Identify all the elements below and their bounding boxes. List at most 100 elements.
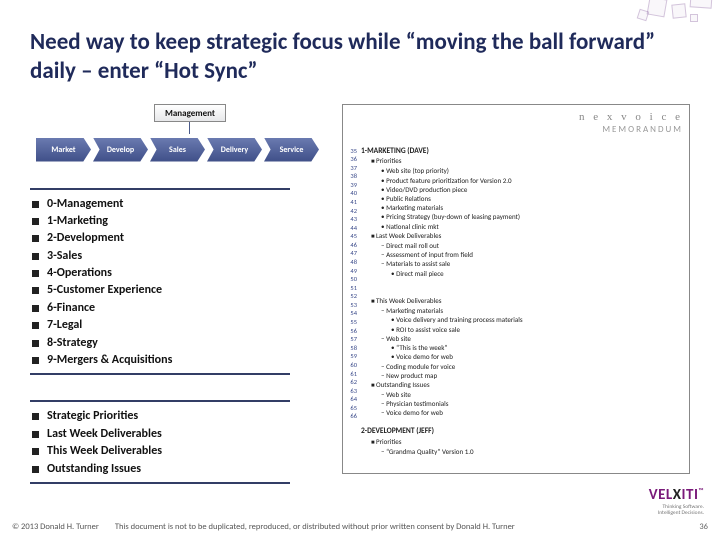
left-column: Management MarketDevelopSalesDeliverySer… [30,104,330,474]
category-item: 5-Customer Experience [32,282,330,299]
flowchart-step: Market [36,138,91,162]
memo-line: Priorities [361,156,523,166]
memo-line [361,418,523,427]
category-label: 7-Legal [47,317,82,334]
bullet-icon [32,201,39,208]
category-item: 6-Finance [32,300,330,317]
focus-label: This Week Deliverables [47,443,162,460]
memo-line: Web site [361,390,523,399]
brand-name: VELXITI™ [649,486,704,504]
bullet-icon [32,466,39,473]
memo-line: Materials to assist sale [361,259,523,268]
bullet-icon [32,235,39,242]
memo-line: Marketing materials [361,306,523,315]
memo-heading: MEMORANDUM [353,124,683,135]
category-item: 4-Operations [32,265,330,282]
category-label: 3-Sales [47,248,82,265]
category-label: 9-Mergers & Acquisitions [47,352,172,369]
memo-line: New product map [361,371,523,380]
memo-line: Video/DVD production piece [361,185,523,194]
memo-line: Product feature prioritization for Versi… [361,176,523,185]
memo-panel: n e x v o i c e MEMORANDUM 35 36 37 38 3… [342,104,690,474]
flowchart-step: Delivery [207,138,262,162]
memo-line: Web site (top priority) [361,166,523,175]
corner-decoration [616,0,720,24]
category-label: 6-Finance [47,300,95,317]
divider [30,188,290,190]
category-label: 4-Operations [47,265,112,282]
memo-line: Web site [361,334,523,343]
focus-item: This Week Deliverables [32,443,330,460]
brand-logo: VELXITI™ Thinking Software. Intelligent … [649,486,704,516]
flowchart-step: Develop [93,138,148,162]
bullet-icon [32,357,39,364]
memo-line: Direct mail roll out [361,241,523,250]
memo-line: Physician testimonials [361,399,523,408]
memo-line: ROI to assist voice sale [361,325,523,334]
bullet-icon [32,448,39,455]
category-label: 8-Strategy [47,335,98,352]
category-label: 0-Management [47,196,123,213]
category-item: 3-Sales [32,248,330,265]
memo-line: Priorities [361,437,523,447]
memo-line: National clinic mkt [361,222,523,231]
memo-line: Pricing Strategy (buy-down of leasing pa… [361,212,523,221]
divider [30,373,290,375]
memo-line: Voice demo for web [361,352,523,361]
memo-line: 1-MARKETING (DAVE) [361,147,523,157]
memo-line: “Grandma Quality” Version 1.0 [361,447,523,456]
memo-line: Voice demo for web [361,408,523,417]
focus-item: Strategic Priorities [32,408,330,425]
memo-line [361,278,523,287]
memo-line: “This is the week” [361,343,523,352]
memo-line: Coding module for voice [361,362,523,371]
bullet-icon [32,431,39,438]
flowchart-top-box: Management [154,104,226,122]
slide-title: Need way to keep strategic focus while “… [30,28,690,86]
disclaimer: This document is not to be duplicated, r… [99,522,700,532]
memo-line: Outstanding Issues [361,380,523,390]
memo-logo: n e x v o i c e [353,111,683,123]
category-label: 5-Customer Experience [47,282,162,299]
category-item: 1-Marketing [32,213,330,230]
category-label: 1-Marketing [47,213,108,230]
page-number: 36 [699,522,708,532]
bullet-icon [32,340,39,347]
memo-line: Direct mail piece [361,269,523,278]
divider [30,400,290,402]
brand-x: X [673,486,682,504]
divider [30,482,290,484]
category-list: 0-Management1-Marketing2-Development3-Sa… [32,196,330,370]
memo-line: Public Relations [361,194,523,203]
flowchart-step: Sales [150,138,205,162]
category-label: 2-Development [47,230,124,247]
flowchart-connector [189,122,190,134]
content-row: Management MarketDevelopSalesDeliverySer… [30,104,690,474]
memo-line: This Week Deliverables [361,296,523,306]
memo-line: Assessment of input from field [361,250,523,259]
flowchart: Management MarketDevelopSalesDeliverySer… [36,104,330,174]
memo-line [361,287,523,296]
memo-line: Last Week Deliverables [361,231,523,241]
footer: © 2013 Donald H. Turner This document is… [0,522,720,532]
bullet-icon [32,287,39,294]
memo-line: 2-DEVELOPMENT (JEFF) [361,427,523,437]
focus-label: Outstanding Issues [47,461,141,478]
memo-line: Voice delivery and training process mate… [361,315,523,324]
brand-post: ITI [682,486,699,504]
bullet-icon [32,322,39,329]
focus-list: Strategic PrioritiesLast Week Deliverabl… [32,408,330,478]
focus-item: Outstanding Issues [32,461,330,478]
category-item: 9-Mergers & Acquisitions [32,352,330,369]
category-item: 2-Development [32,230,330,247]
slide: Need way to keep strategic focus while “… [0,0,720,540]
bullet-icon [32,218,39,225]
flowchart-arrows: MarketDevelopSalesDeliveryService [36,138,319,162]
category-item: 8-Strategy [32,335,330,352]
category-item: 0-Management [32,196,330,213]
bullet-icon [32,413,39,420]
category-item: 7-Legal [32,317,330,334]
bullet-icon [32,270,39,277]
memo-line-numbers: 35 36 37 38 39 40 41 42 43 44 45 46 47 4… [345,147,357,422]
brand-tagline-2: Intelligent Decisions. [649,510,704,516]
